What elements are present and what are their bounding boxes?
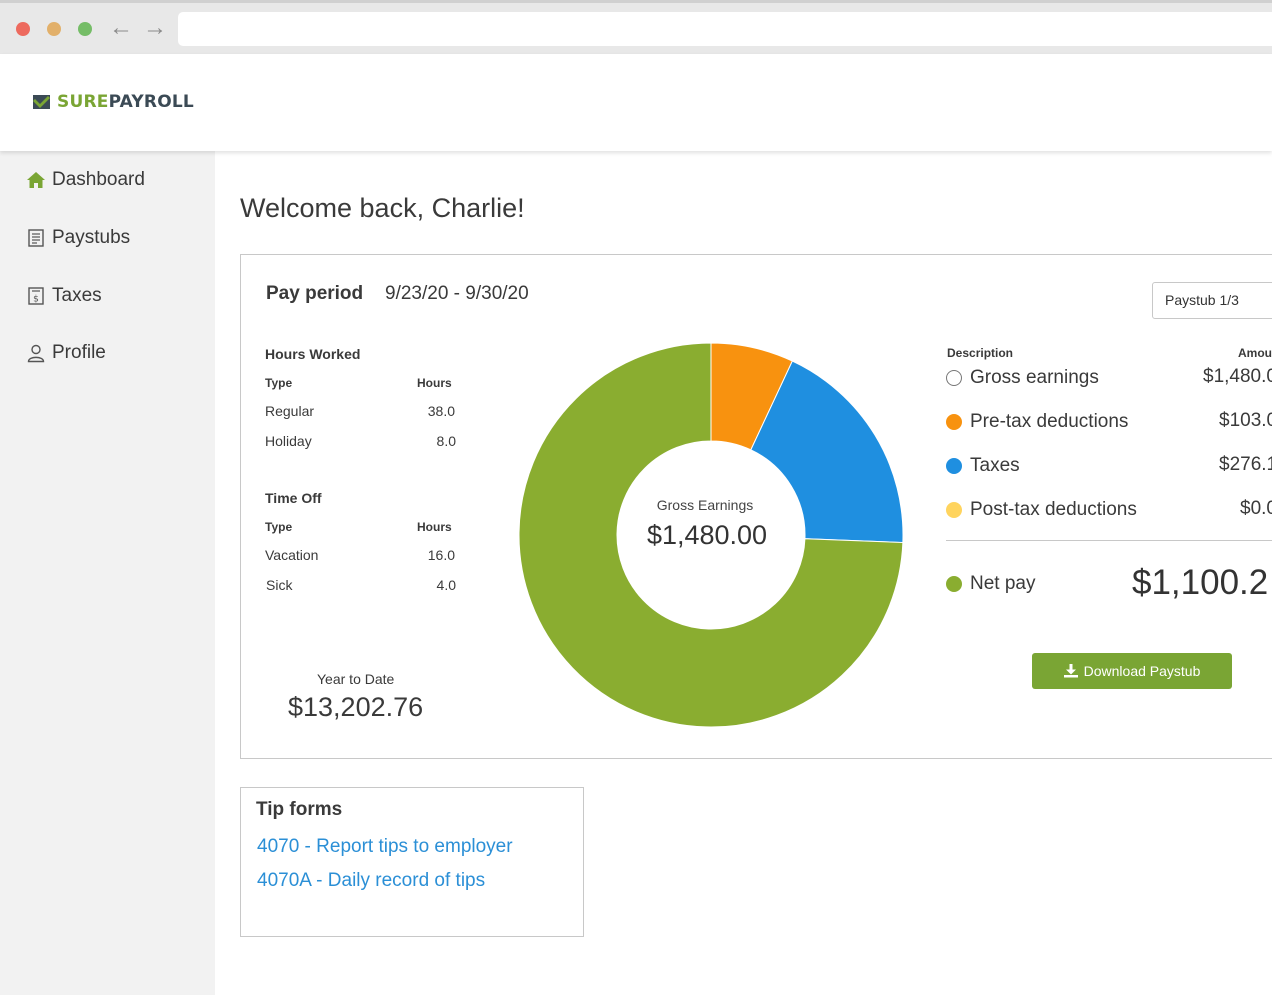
legend-dot-icon <box>946 502 962 518</box>
time-off-hours-cell: 4.0 <box>436 577 456 593</box>
tip-forms-card <box>240 787 584 937</box>
legend-amount: $276.1 <box>1219 454 1272 475</box>
legend-row-net-pay: Net pay <box>946 572 1035 596</box>
time-off-type-header: Type <box>265 520 293 534</box>
app-header: SUREPAYROLL <box>0 54 1272 151</box>
window-maximize-button[interactable] <box>78 22 92 36</box>
hours-worked-hours-cell: 38.0 <box>427 403 455 419</box>
tip-form-link-4070[interactable]: 4070 - Report tips to employer <box>257 836 513 857</box>
page-title: Welcome back, Charlie! <box>240 193 525 223</box>
logo-text-payroll: PAYROLL <box>108 92 194 112</box>
sidebar-item-dashboard[interactable]: Dashboard <box>26 167 145 193</box>
net-pay-amount: $1,100.2 <box>1132 563 1269 602</box>
year-to-date-value: $13,202.76 <box>288 692 424 722</box>
hours-worked-type-header: Type <box>265 376 293 390</box>
tip-forms-title: Tip forms <box>256 799 343 820</box>
legend-label: Post-tax deductions <box>970 499 1137 520</box>
tax-document-icon: $ <box>28 287 44 305</box>
legend-divider <box>946 540 1272 541</box>
sidebar-item-label: Paystubs <box>52 227 131 248</box>
year-to-date-label: Year to Date <box>317 671 395 687</box>
download-paystub-button[interactable]: Download Paystub <box>1032 653 1232 689</box>
hours-worked-type-cell: Holiday <box>265 433 312 449</box>
sidebar-item-label: Profile <box>52 342 106 363</box>
sidebar-item-label: Dashboard <box>52 169 145 190</box>
donut-slice-taxes <box>750 360 903 544</box>
pay-period-range: 9/23/20 - 9/30/20 <box>385 283 529 304</box>
legend-label: Pre-tax deductions <box>970 411 1129 432</box>
earnings-donut-chart <box>519 343 903 727</box>
legend-row-taxes: Taxes <box>946 454 1020 478</box>
hours-worked-hours-cell: 8.0 <box>436 433 456 449</box>
logo-check-icon <box>33 95 50 109</box>
user-icon <box>27 344 45 363</box>
download-icon <box>1063 664 1078 678</box>
pay-period-label: Pay period <box>266 283 364 304</box>
logo-text-sure: SURE <box>57 92 109 112</box>
address-bar[interactable] <box>178 12 1272 46</box>
sidebar-item-label: Taxes <box>52 285 102 306</box>
forward-arrow-icon[interactable]: → <box>143 14 167 41</box>
legend-label: Taxes <box>970 455 1020 476</box>
hours-worked-title: Hours Worked <box>265 346 361 362</box>
browser-chrome: ← → <box>0 0 1272 54</box>
legend-row-posttax-deductions: Post-tax deductions <box>946 498 1137 522</box>
home-icon <box>27 172 45 188</box>
legend-amount: $103.0 <box>1219 410 1272 431</box>
pay-period-card <box>240 254 1272 759</box>
legend-row-gross-earnings: Gross earnings <box>946 366 1099 390</box>
legend-row-pretax-deductions: Pre-tax deductions <box>946 410 1128 434</box>
donut-center-value: $1,480.00 <box>646 520 768 550</box>
legend-dot-icon <box>946 576 962 592</box>
surepayroll-logo[interactable]: SUREPAYROLL <box>33 92 194 112</box>
time-off-title: Time Off <box>265 490 322 506</box>
window-minimize-button[interactable] <box>47 22 61 36</box>
svg-text:$: $ <box>33 295 39 305</box>
sidebar-item-taxes[interactable]: $ Taxes <box>26 283 102 309</box>
legend-amount: $0.0 <box>1240 498 1272 519</box>
legend-label: Net pay <box>970 573 1036 594</box>
legend-dot-icon <box>946 414 962 430</box>
hours-worked-hours-header: Hours <box>417 376 452 390</box>
time-off-hours-header: Hours <box>417 520 452 534</box>
time-off-hours-cell: 16.0 <box>427 547 455 563</box>
paystub-select[interactable]: Paystub 1/3 <box>1152 282 1272 319</box>
sidebar-item-paystubs[interactable]: Paystubs <box>26 225 130 251</box>
donut-center-label: Gross Earnings <box>656 497 754 513</box>
legend-amount: $1,480.0 <box>1203 366 1272 387</box>
time-off-type-cell: Sick <box>266 577 293 593</box>
time-off-type-cell: Vacation <box>265 547 319 563</box>
sidebar-item-profile[interactable]: Profile <box>26 340 106 366</box>
amount-column-header: Amou <box>1238 346 1272 360</box>
sidebar <box>0 151 215 995</box>
download-paystub-label: Download Paystub <box>1083 663 1201 679</box>
window-close-button[interactable] <box>16 22 30 36</box>
paystub-icon <box>28 229 44 247</box>
hours-worked-type-cell: Regular <box>265 403 315 419</box>
back-arrow-icon[interactable]: ← <box>109 14 133 41</box>
description-column-header: Description <box>947 346 1014 360</box>
legend-label: Gross earnings <box>970 367 1099 388</box>
legend-dot-icon <box>946 370 962 386</box>
tip-form-link-4070a[interactable]: 4070A - Daily record of tips <box>257 870 486 891</box>
donut-slice-net-pay <box>519 343 903 727</box>
legend-dot-icon <box>946 458 962 474</box>
